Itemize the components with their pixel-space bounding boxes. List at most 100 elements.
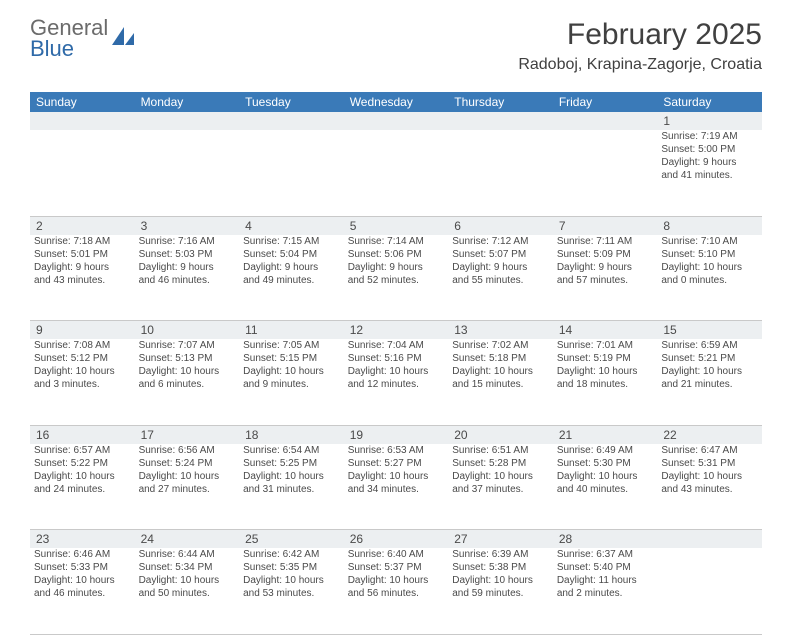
day-number-cell: 5 xyxy=(344,216,449,235)
day-number-cell xyxy=(135,112,240,130)
daylight-text: and 18 minutes. xyxy=(557,378,654,391)
daylight-text: Daylight: 9 hours xyxy=(139,261,236,274)
sunset-text: Sunset: 5:34 PM xyxy=(139,561,236,574)
day-number-cell: 1 xyxy=(657,112,762,130)
daylight-text: Daylight: 10 hours xyxy=(661,261,758,274)
day-number-cell: 4 xyxy=(239,216,344,235)
sunrise-text: Sunrise: 7:19 AM xyxy=(661,130,758,143)
daylight-text: and 12 minutes. xyxy=(348,378,445,391)
daylight-text: Daylight: 9 hours xyxy=(661,156,758,169)
day-detail-cell: Sunrise: 7:14 AMSunset: 5:06 PMDaylight:… xyxy=(344,235,449,321)
day-number-cell: 3 xyxy=(135,216,240,235)
day-number-cell: 2 xyxy=(30,216,135,235)
day-detail-cell: Sunrise: 6:51 AMSunset: 5:28 PMDaylight:… xyxy=(448,444,553,530)
daylight-text: Daylight: 10 hours xyxy=(452,574,549,587)
day-detail-cell xyxy=(30,130,135,216)
sunrise-text: Sunrise: 6:47 AM xyxy=(661,444,758,457)
day-number-cell: 17 xyxy=(135,425,240,444)
daylight-text: and 41 minutes. xyxy=(661,169,758,182)
title-block: February 2025 Radoboj, Krapina-Zagorje, … xyxy=(518,18,762,74)
day-detail-cell: Sunrise: 6:59 AMSunset: 5:21 PMDaylight:… xyxy=(657,339,762,425)
sunset-text: Sunset: 5:21 PM xyxy=(661,352,758,365)
logo-line2: Blue xyxy=(30,39,108,60)
daylight-text: Daylight: 10 hours xyxy=(348,365,445,378)
sunset-text: Sunset: 5:27 PM xyxy=(348,457,445,470)
sunrise-text: Sunrise: 7:02 AM xyxy=(452,339,549,352)
day-number-cell: 11 xyxy=(239,321,344,340)
daylight-text: Daylight: 10 hours xyxy=(243,470,340,483)
daylight-text: Daylight: 10 hours xyxy=(243,574,340,587)
daylight-text: Daylight: 9 hours xyxy=(557,261,654,274)
day-number-cell xyxy=(30,112,135,130)
day-number-cell: 6 xyxy=(448,216,553,235)
col-sunday: Sunday xyxy=(30,92,135,112)
day-number-cell xyxy=(344,112,449,130)
sunset-text: Sunset: 5:16 PM xyxy=(348,352,445,365)
day-detail-cell xyxy=(553,130,658,216)
daylight-text: Daylight: 10 hours xyxy=(34,574,131,587)
day-number-cell: 14 xyxy=(553,321,658,340)
daylight-text: Daylight: 10 hours xyxy=(34,365,131,378)
week-row: Sunrise: 7:19 AMSunset: 5:00 PMDaylight:… xyxy=(30,130,762,216)
daylight-text: and 21 minutes. xyxy=(661,378,758,391)
daylight-text: and 43 minutes. xyxy=(34,274,131,287)
col-thursday: Thursday xyxy=(448,92,553,112)
sunrise-text: Sunrise: 7:15 AM xyxy=(243,235,340,248)
sunset-text: Sunset: 5:33 PM xyxy=(34,561,131,574)
daylight-text: and 53 minutes. xyxy=(243,587,340,600)
week-row: Sunrise: 7:18 AMSunset: 5:01 PMDaylight:… xyxy=(30,235,762,321)
day-detail-cell: Sunrise: 6:42 AMSunset: 5:35 PMDaylight:… xyxy=(239,548,344,634)
sunrise-text: Sunrise: 6:59 AM xyxy=(661,339,758,352)
week-row: Sunrise: 6:57 AMSunset: 5:22 PMDaylight:… xyxy=(30,444,762,530)
sunset-text: Sunset: 5:40 PM xyxy=(557,561,654,574)
daylight-text: Daylight: 10 hours xyxy=(557,365,654,378)
daylight-text: and 24 minutes. xyxy=(34,483,131,496)
week-row: Sunrise: 6:46 AMSunset: 5:33 PMDaylight:… xyxy=(30,548,762,634)
col-monday: Monday xyxy=(135,92,240,112)
day-detail-cell: Sunrise: 6:46 AMSunset: 5:33 PMDaylight:… xyxy=(30,548,135,634)
sunset-text: Sunset: 5:31 PM xyxy=(661,457,758,470)
sunset-text: Sunset: 5:10 PM xyxy=(661,248,758,261)
sunrise-text: Sunrise: 6:37 AM xyxy=(557,548,654,561)
day-number-cell: 22 xyxy=(657,425,762,444)
day-detail-cell: Sunrise: 6:57 AMSunset: 5:22 PMDaylight:… xyxy=(30,444,135,530)
day-detail-cell: Sunrise: 6:37 AMSunset: 5:40 PMDaylight:… xyxy=(553,548,658,634)
daylight-text: Daylight: 9 hours xyxy=(243,261,340,274)
day-detail-cell: Sunrise: 6:56 AMSunset: 5:24 PMDaylight:… xyxy=(135,444,240,530)
daylight-text: and 2 minutes. xyxy=(557,587,654,600)
sunrise-text: Sunrise: 7:16 AM xyxy=(139,235,236,248)
day-number-cell: 25 xyxy=(239,530,344,549)
day-detail-cell xyxy=(657,548,762,634)
day-detail-cell: Sunrise: 6:40 AMSunset: 5:37 PMDaylight:… xyxy=(344,548,449,634)
sunrise-text: Sunrise: 6:51 AM xyxy=(452,444,549,457)
daylight-text: Daylight: 10 hours xyxy=(348,470,445,483)
day-number-cell: 27 xyxy=(448,530,553,549)
day-number-cell xyxy=(239,112,344,130)
sunset-text: Sunset: 5:25 PM xyxy=(243,457,340,470)
sunrise-text: Sunrise: 7:07 AM xyxy=(139,339,236,352)
day-detail-cell: Sunrise: 7:11 AMSunset: 5:09 PMDaylight:… xyxy=(553,235,658,321)
daylight-text: and 59 minutes. xyxy=(452,587,549,600)
day-number-cell: 12 xyxy=(344,321,449,340)
day-detail-cell: Sunrise: 7:02 AMSunset: 5:18 PMDaylight:… xyxy=(448,339,553,425)
daylight-text: and 27 minutes. xyxy=(139,483,236,496)
daylight-text: and 50 minutes. xyxy=(139,587,236,600)
daylight-text: and 34 minutes. xyxy=(348,483,445,496)
sunset-text: Sunset: 5:37 PM xyxy=(348,561,445,574)
calendar-body: 1Sunrise: 7:19 AMSunset: 5:00 PMDaylight… xyxy=(30,112,762,634)
day-detail-cell xyxy=(135,130,240,216)
day-number-cell: 7 xyxy=(553,216,658,235)
daylight-text: Daylight: 10 hours xyxy=(139,470,236,483)
sunset-text: Sunset: 5:22 PM xyxy=(34,457,131,470)
sail-icon xyxy=(110,25,136,53)
daylight-text: Daylight: 11 hours xyxy=(557,574,654,587)
sunset-text: Sunset: 5:38 PM xyxy=(452,561,549,574)
sunset-text: Sunset: 5:06 PM xyxy=(348,248,445,261)
daylight-text: and 57 minutes. xyxy=(557,274,654,287)
daylight-text: and 56 minutes. xyxy=(348,587,445,600)
day-number-cell xyxy=(448,112,553,130)
sunrise-text: Sunrise: 6:56 AM xyxy=(139,444,236,457)
day-detail-cell: Sunrise: 7:15 AMSunset: 5:04 PMDaylight:… xyxy=(239,235,344,321)
daylight-text: and 40 minutes. xyxy=(557,483,654,496)
sunrise-text: Sunrise: 7:01 AM xyxy=(557,339,654,352)
